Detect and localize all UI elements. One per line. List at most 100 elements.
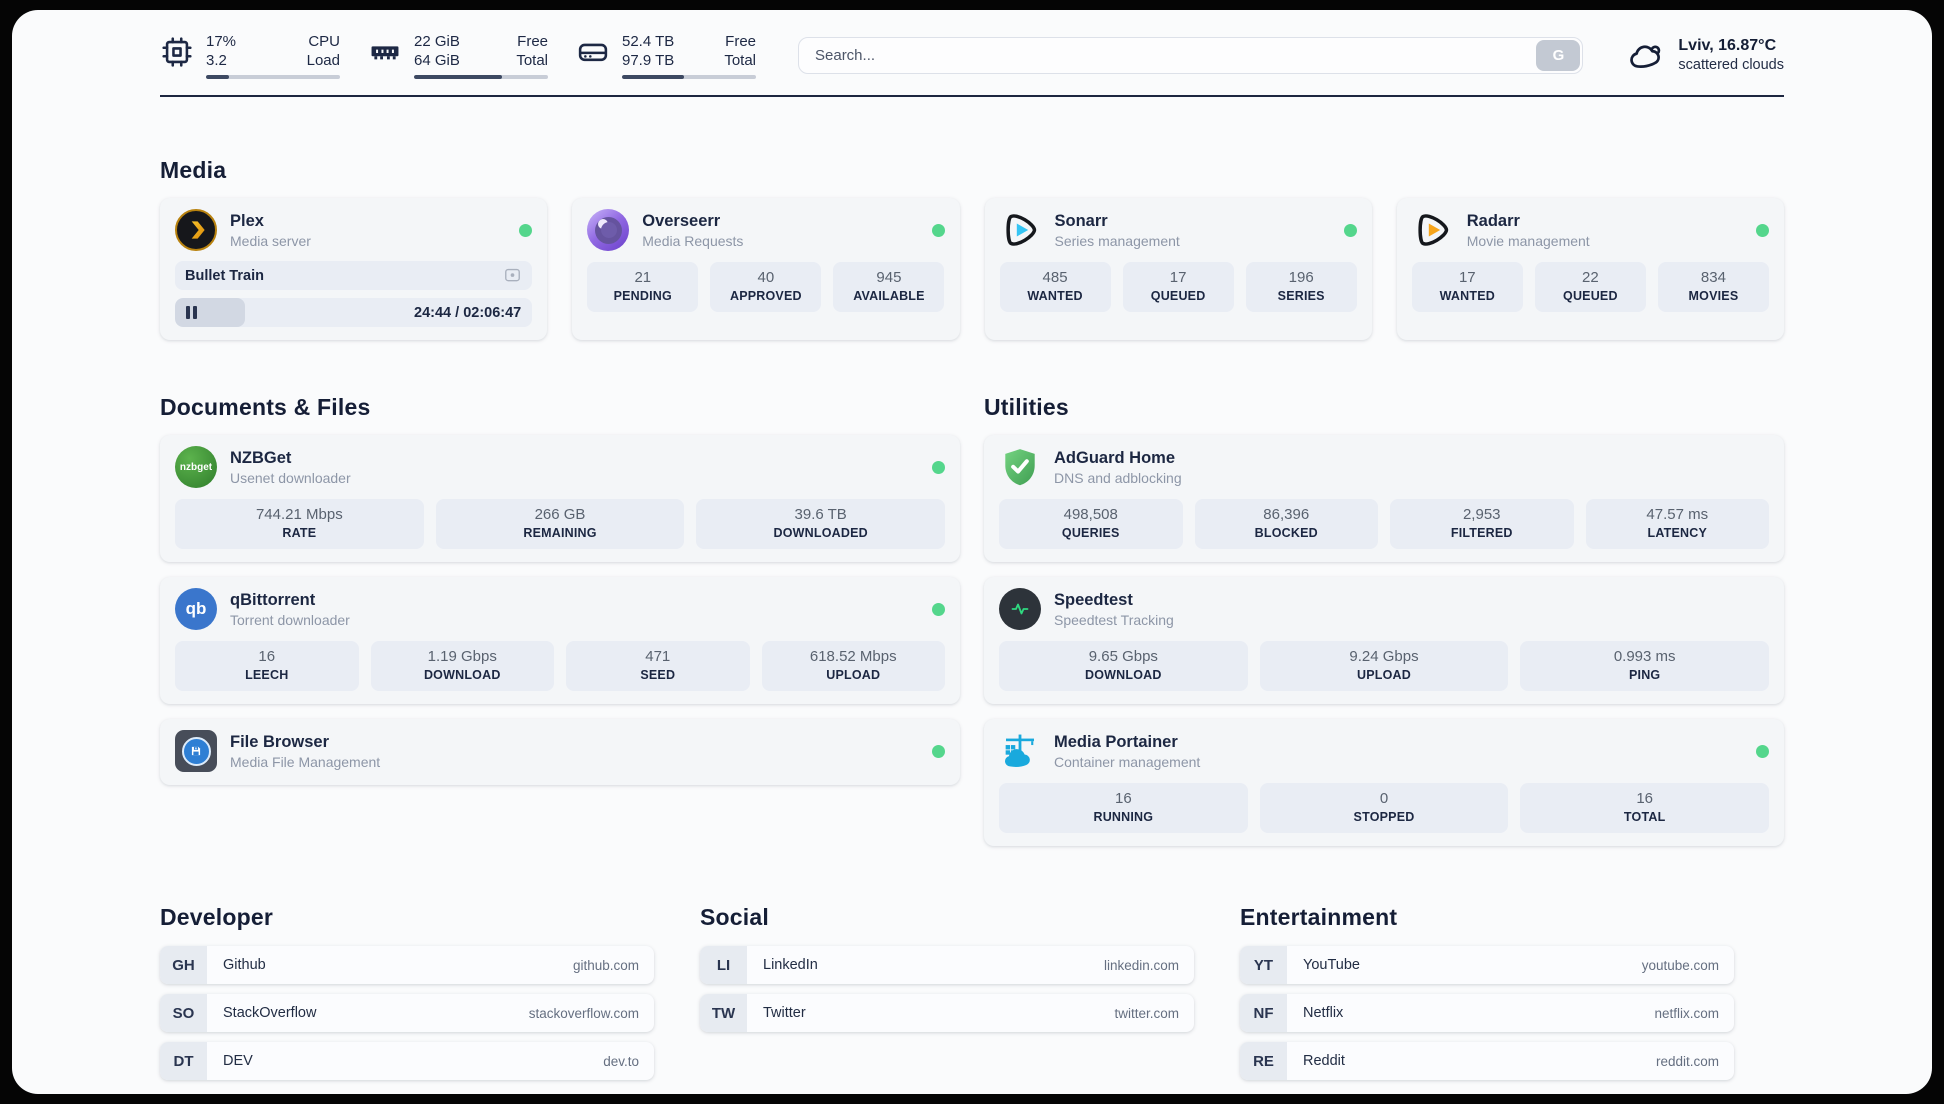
- service-card-qbittorrent[interactable]: qb qBittorrent Torrent downloader 16 LEE…: [160, 577, 960, 704]
- filebrowser-icon: [175, 730, 217, 772]
- stat-pill: 618.52 Mbps UPLOAD: [761, 641, 945, 691]
- bookmark-name: Reddit: [1303, 1053, 1345, 1069]
- bookmark-twitter[interactable]: TW Twitter twitter.com: [700, 994, 1194, 1032]
- service-subtitle: Container management: [1054, 753, 1201, 770]
- stat-pill: 22 QUEUED: [1534, 262, 1646, 312]
- service-name: Radarr: [1466, 211, 1520, 230]
- section-media: Media Plex: [160, 157, 1784, 340]
- memory-total-label: Total: [516, 52, 548, 69]
- service-card-adguard[interactable]: AdGuard Home DNS and adblocking 498,508 …: [984, 435, 1784, 562]
- bookmark-abbr: NF: [1240, 994, 1287, 1032]
- plex-icon: [175, 209, 217, 251]
- search-go-button[interactable]: G: [1536, 40, 1581, 71]
- bookmark-github[interactable]: GH Github github.com: [160, 946, 654, 984]
- service-name: AdGuard Home: [1054, 448, 1176, 467]
- cpu-label: CPU: [308, 33, 340, 50]
- stat-pill: 945 AVAILABLE: [833, 262, 945, 312]
- player-time: 24:44 / 02:06:47: [414, 304, 522, 321]
- status-dot: [932, 460, 945, 474]
- bookmark-name: DEV: [223, 1053, 253, 1069]
- bookmark-group-developer: Developer GH Github github.com SO StackO…: [160, 904, 654, 1080]
- disk-total-value: 97.9 TB: [622, 52, 675, 69]
- header-divider: [160, 95, 1784, 97]
- sonarr-icon: [1000, 209, 1042, 251]
- memory-progress-bar: [414, 75, 548, 79]
- service-subtitle: Torrent downloader: [230, 611, 350, 628]
- service-name: File Browser: [230, 732, 330, 751]
- cpu-load-value: 3.2: [206, 52, 227, 69]
- stat-pill: 17 WANTED: [1411, 262, 1523, 312]
- stat-pill: 9.24 Gbps UPLOAD: [1259, 641, 1509, 691]
- bookmark-netflix[interactable]: NF Netflix netflix.com: [1240, 994, 1734, 1032]
- cpu-progress-fill: [206, 75, 229, 79]
- service-card-plex[interactable]: Plex Media server Bullet Train: [160, 198, 548, 340]
- status-dot: [519, 223, 533, 237]
- qbittorrent-icon: qb: [175, 588, 217, 630]
- service-card-filebrowser[interactable]: File Browser Media File Management: [160, 719, 960, 785]
- service-subtitle: DNS and adblocking: [1054, 469, 1182, 486]
- radarr-icon: [1412, 209, 1454, 251]
- stat-pill: 16 LEECH: [175, 641, 359, 691]
- disk-free-value: 52.4 TB: [622, 33, 675, 50]
- service-subtitle: Media File Management: [230, 753, 381, 770]
- status-dot: [1756, 744, 1769, 758]
- bookmark-dev[interactable]: DT DEV dev.to: [160, 1042, 654, 1080]
- bookmark-name: Github: [223, 957, 266, 973]
- stat-pill: 16 RUNNING: [999, 783, 1248, 833]
- bookmark-domain: netflix.com: [1654, 1005, 1719, 1021]
- top-bar: 17% 3.2 CPU Load: [160, 10, 1784, 79]
- memory-total-value: 64 GiB: [414, 52, 460, 69]
- status-dot: [932, 744, 945, 758]
- stat-pill: 744.21 Mbps RATE: [175, 499, 424, 549]
- service-subtitle: Media Requests: [642, 232, 744, 249]
- stat-pill: 9.65 Gbps DOWNLOAD: [999, 641, 1248, 691]
- player-progress-row: 24:44 / 02:06:47: [175, 298, 533, 327]
- search-input[interactable]: [798, 37, 1584, 74]
- bookmark-youtube[interactable]: YT YouTube youtube.com: [1240, 946, 1734, 984]
- stat-pill: 834 MOVIES: [1657, 262, 1769, 312]
- cpu-widget: 17% 3.2 CPU Load: [160, 32, 340, 79]
- bookmark-domain: twitter.com: [1114, 1005, 1179, 1021]
- bookmark-name: LinkedIn: [763, 957, 818, 973]
- bookmark-abbr: SO: [160, 994, 207, 1032]
- service-card-overseerr[interactable]: Overseerr Media Requests 21 PENDING 40 A…: [572, 198, 960, 340]
- disk-free-label: Free: [725, 33, 756, 50]
- memory-free-value: 22 GiB: [414, 33, 460, 50]
- service-card-radarr[interactable]: Radarr Movie management 17 WANTED 22 QUE…: [1396, 198, 1784, 340]
- now-playing-title: Bullet Train: [185, 267, 264, 284]
- stat-pill: 86,396 BLOCKED: [1194, 499, 1378, 549]
- section-utilities: Utilities: [984, 394, 1784, 846]
- disk-widget: 52.4 TB 97.9 TB Free Total: [576, 32, 756, 79]
- overseerr-icon: [587, 209, 630, 251]
- stat-pill: 2,953 FILTERED: [1390, 499, 1574, 549]
- service-subtitle: Movie management: [1466, 232, 1590, 249]
- bookmark-reddit[interactable]: RE Reddit reddit.com: [1240, 1042, 1734, 1080]
- section-title-developer: Developer: [160, 904, 274, 930]
- stat-pill: 0.993 ms PING: [1520, 641, 1770, 691]
- bookmark-abbr: GH: [160, 946, 207, 984]
- service-subtitle: Speedtest Tracking: [1054, 611, 1174, 628]
- bookmark-stackoverflow[interactable]: SO StackOverflow stackoverflow.com: [160, 994, 654, 1032]
- stat-pill: 17 QUEUED: [1122, 262, 1234, 312]
- bookmark-domain: github.com: [572, 957, 639, 973]
- bookmark-abbr: LI: [700, 946, 747, 984]
- cpu-progress-bar: [206, 75, 340, 79]
- bookmark-linkedin[interactable]: LI LinkedIn linkedin.com: [700, 946, 1194, 984]
- stat-pill: 471 SEED: [566, 641, 750, 691]
- pause-icon[interactable]: [186, 306, 197, 319]
- service-card-portainer[interactable]: Media Portainer Container management 16 …: [984, 719, 1784, 846]
- bookmark-group-entertainment: Entertainment YT YouTube youtube.com NF …: [1240, 904, 1734, 1080]
- bookmark-abbr: TW: [700, 994, 747, 1032]
- stat-pill: 196 SERIES: [1245, 262, 1357, 312]
- stat-pill: 498,508 QUERIES: [999, 499, 1183, 549]
- disk-progress-fill: [622, 75, 684, 79]
- nzbget-icon: nzbget: [175, 446, 217, 488]
- stat-pill: 40 APPROVED: [710, 262, 822, 312]
- stat-pill: 1.19 Gbps DOWNLOAD: [370, 641, 554, 691]
- service-card-speedtest[interactable]: Speedtest Speedtest Tracking 9.65 Gbps D…: [984, 577, 1784, 704]
- resource-widgets: 17% 3.2 CPU Load: [160, 32, 756, 79]
- service-name: Overseerr: [642, 211, 721, 230]
- service-card-nzbget[interactable]: nzbget NZBGet Usenet downloader 744.21 M…: [160, 435, 960, 562]
- section-title-entertainment: Entertainment: [1240, 904, 1398, 930]
- service-card-sonarr[interactable]: Sonarr Series management 485 WANTED 17 Q…: [984, 198, 1372, 340]
